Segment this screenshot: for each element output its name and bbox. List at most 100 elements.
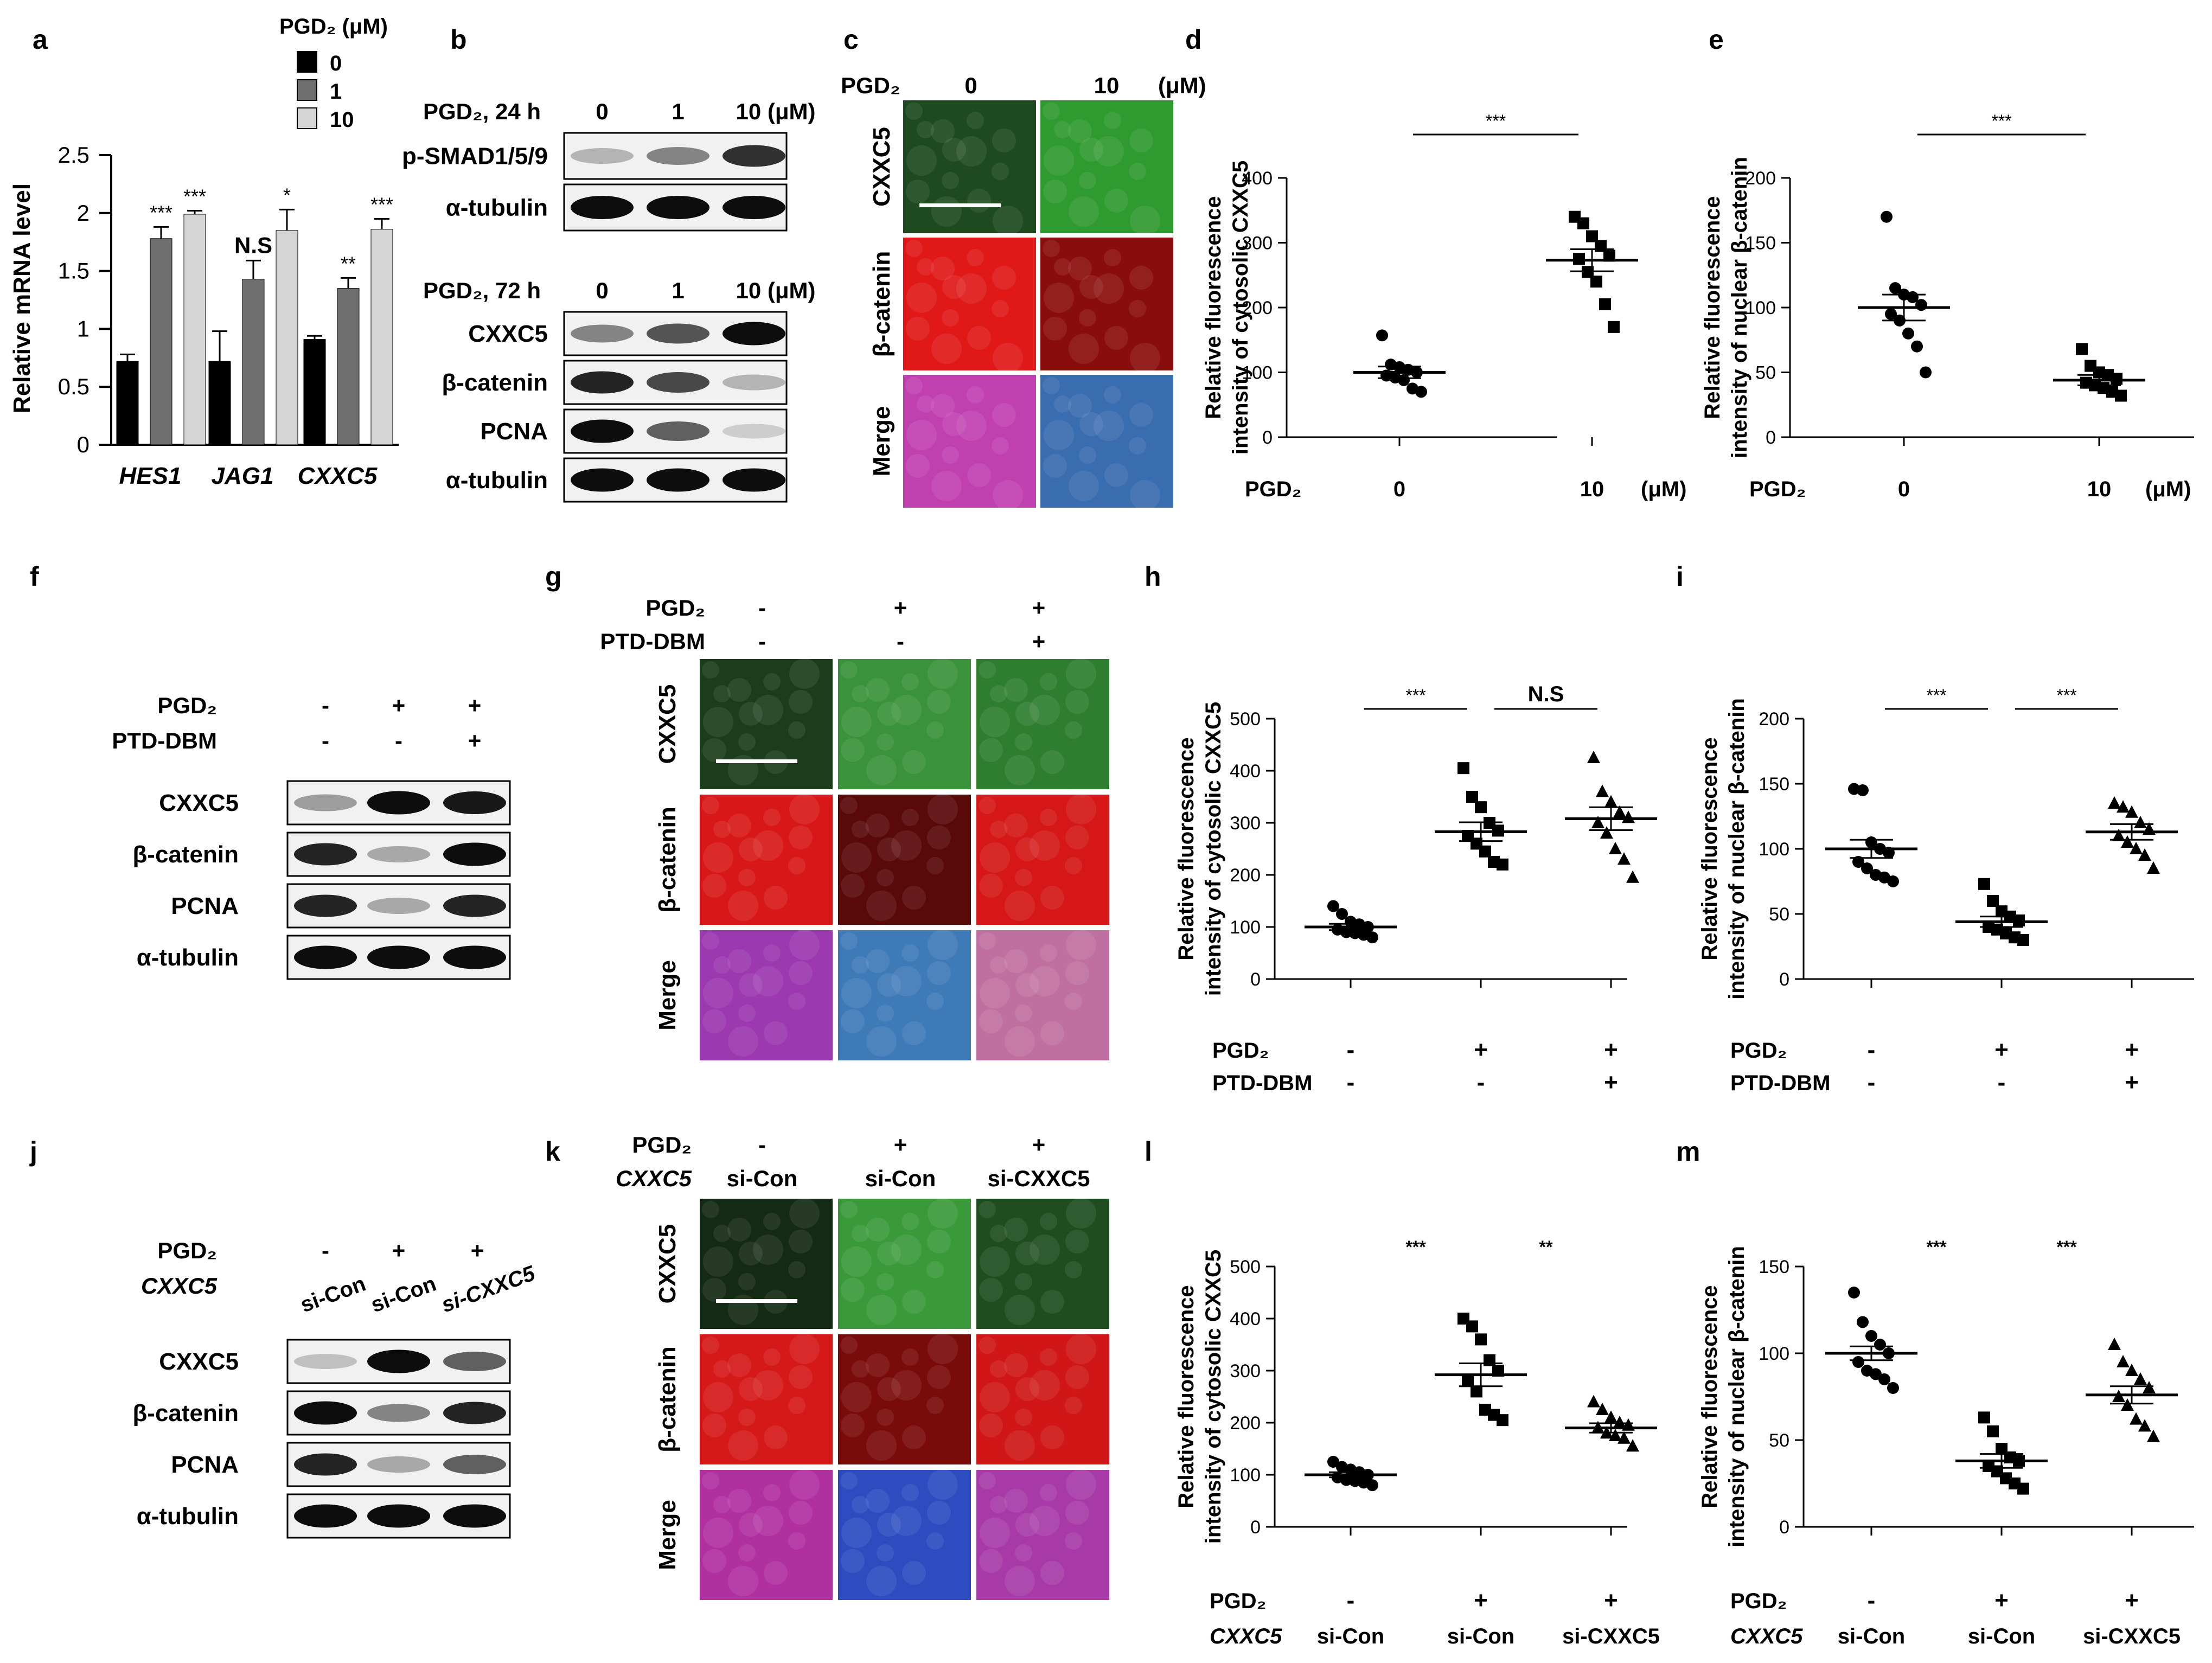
data-point [1887, 1382, 1899, 1394]
blot-lane-label: 0 [596, 99, 608, 124]
cell-texture [739, 1513, 763, 1537]
cell-texture [738, 869, 756, 886]
cell-texture [788, 993, 805, 1010]
cell-texture [753, 966, 783, 996]
cell-texture [764, 1425, 788, 1449]
cell-texture [1065, 1365, 1089, 1389]
condition-label: PGD₂ [157, 1238, 217, 1263]
cell-texture [728, 1430, 758, 1461]
data-point [1613, 805, 1626, 818]
blot-row-label: α-tubulin [446, 195, 548, 221]
cell-texture [1030, 1506, 1060, 1536]
x-condition-label: - [1347, 1069, 1355, 1096]
cell-texture [967, 112, 984, 129]
data-point [2108, 796, 2121, 809]
data-point [1887, 875, 1899, 887]
y-tick-label: 0 [77, 432, 89, 457]
cell-texture [753, 695, 783, 725]
cell-texture [739, 702, 763, 726]
data-point [1915, 299, 1927, 311]
cell-texture [917, 258, 934, 276]
legend-swatch [297, 51, 317, 73]
blot-band [647, 421, 709, 441]
cell-texture [841, 1518, 872, 1548]
cell-texture [753, 830, 783, 861]
x-row-label: PGD₂ [1245, 477, 1301, 501]
significance-label: *** [1926, 686, 1946, 705]
cell-texture [1015, 1273, 1032, 1290]
blot-band [294, 1401, 357, 1425]
micrograph-row-label: CXXC5 [654, 685, 681, 764]
cell-texture [841, 1413, 865, 1437]
cell-texture [1015, 1377, 1039, 1401]
cell-texture [702, 1201, 719, 1218]
data-point [1885, 308, 1897, 320]
cell-texture [1129, 129, 1153, 152]
data-point [1497, 858, 1508, 871]
data-point [1902, 327, 1914, 340]
cell-texture [942, 309, 959, 327]
blot-band [443, 1402, 506, 1424]
cell-texture [1040, 886, 1064, 910]
blot-band [443, 842, 506, 866]
blot-row-label: CXXC5 [159, 1348, 239, 1375]
data-point [2147, 861, 2160, 874]
cell-texture [990, 1360, 1007, 1378]
data-point [1978, 1411, 1990, 1424]
cell-texture [763, 673, 781, 690]
cell-texture [703, 978, 733, 1008]
data-point [2130, 842, 2143, 854]
bar [208, 361, 231, 445]
blot-lane-label: 1 [672, 99, 684, 124]
y-tick-label: 300 [1230, 813, 1261, 834]
cell-texture [1094, 136, 1124, 167]
data-point [1590, 276, 1602, 288]
data-point [2130, 1412, 2143, 1425]
cell-texture [1015, 1409, 1032, 1426]
cell-texture [980, 842, 1010, 873]
legend-swatch [297, 107, 317, 129]
blot-band [443, 1352, 506, 1371]
cell-texture [866, 1430, 897, 1461]
cell-texture [979, 1413, 1003, 1437]
cell-texture [713, 1360, 731, 1378]
cell-texture [1015, 973, 1039, 997]
x-row-label: CXXC5 [1210, 1624, 1282, 1648]
cell-texture [1066, 794, 1096, 824]
cell-texture [841, 1278, 865, 1302]
cell-texture [1004, 1218, 1028, 1242]
blot-band [443, 945, 506, 969]
micrograph-row-label: β-catenin [868, 251, 895, 357]
blot-lane-label: 1 [672, 278, 684, 303]
cell-texture [906, 420, 937, 450]
y-tick-label: 500 [1230, 1257, 1261, 1277]
panel-letter-j: j [29, 1136, 37, 1167]
cell-texture [703, 1246, 733, 1277]
cell-texture [703, 1518, 733, 1548]
cell-texture [1104, 326, 1128, 350]
condition-label: PGD₂ [645, 595, 705, 621]
blot-row-label: PCNA [171, 1451, 239, 1478]
y-tick-label: 100 [1230, 917, 1261, 938]
blot-band [294, 945, 357, 969]
condition-value: + [392, 693, 406, 718]
data-point [1987, 1425, 1999, 1437]
cell-texture [927, 961, 951, 985]
bar [183, 214, 206, 445]
cell-texture [877, 1409, 894, 1426]
cell-texture [703, 707, 733, 737]
data-point [1600, 826, 1613, 839]
x-row-label: PGD₂ [1210, 1589, 1266, 1613]
cell-texture [990, 1225, 1007, 1242]
blot-band [367, 846, 430, 862]
data-point [1881, 210, 1893, 223]
micrograph-row-label: β-catenin [654, 807, 681, 913]
cell-texture [927, 690, 951, 714]
cell-texture [1040, 1484, 1057, 1501]
cell-texture [1043, 180, 1067, 203]
y-tick-label: 200 [1230, 865, 1261, 886]
cell-texture [1066, 1469, 1096, 1500]
x-row-label: CXXC5 [1730, 1624, 1803, 1648]
cell-texture [1040, 1348, 1057, 1366]
cell-texture [992, 266, 1016, 290]
